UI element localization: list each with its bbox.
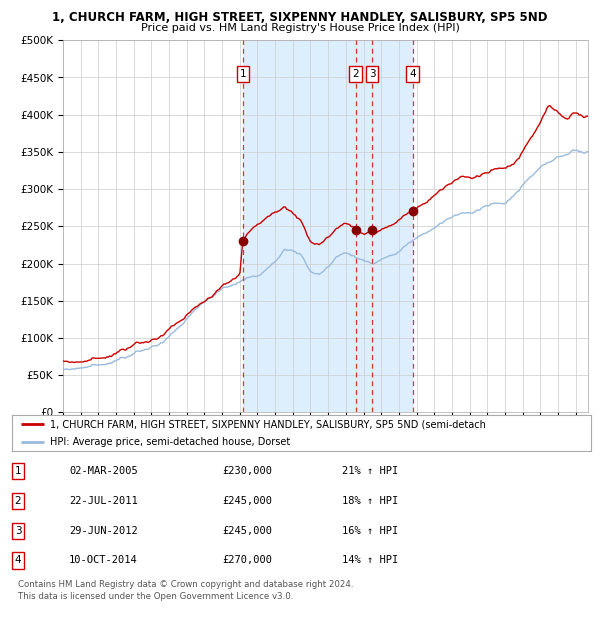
Text: £270,000: £270,000 <box>222 556 272 565</box>
Text: 10-OCT-2014: 10-OCT-2014 <box>69 556 138 565</box>
Text: £245,000: £245,000 <box>222 526 272 536</box>
Bar <box>243 40 413 412</box>
Text: Price paid vs. HM Land Registry's House Price Index (HPI): Price paid vs. HM Land Registry's House … <box>140 23 460 33</box>
Text: Contains HM Land Registry data © Crown copyright and database right 2024.: Contains HM Land Registry data © Crown c… <box>18 580 353 589</box>
Text: 29-JUN-2012: 29-JUN-2012 <box>69 526 138 536</box>
Text: 3: 3 <box>14 526 22 536</box>
Text: 1, CHURCH FARM, HIGH STREET, SIXPENNY HANDLEY, SALISBURY, SP5 5ND: 1, CHURCH FARM, HIGH STREET, SIXPENNY HA… <box>52 11 548 24</box>
Text: 21% ↑ HPI: 21% ↑ HPI <box>342 466 398 476</box>
Text: 2: 2 <box>352 69 359 79</box>
Text: 18% ↑ HPI: 18% ↑ HPI <box>342 496 398 506</box>
Text: 1: 1 <box>239 69 246 79</box>
Text: 16% ↑ HPI: 16% ↑ HPI <box>342 526 398 536</box>
Text: 14% ↑ HPI: 14% ↑ HPI <box>342 556 398 565</box>
Text: 2: 2 <box>14 496 22 506</box>
Text: 1, CHURCH FARM, HIGH STREET, SIXPENNY HANDLEY, SALISBURY, SP5 5ND (semi-detach: 1, CHURCH FARM, HIGH STREET, SIXPENNY HA… <box>50 419 485 430</box>
Text: 1: 1 <box>14 466 22 476</box>
Text: This data is licensed under the Open Government Licence v3.0.: This data is licensed under the Open Gov… <box>18 592 293 601</box>
Text: £245,000: £245,000 <box>222 496 272 506</box>
Text: 4: 4 <box>14 556 22 565</box>
Text: HPI: Average price, semi-detached house, Dorset: HPI: Average price, semi-detached house,… <box>50 437 290 448</box>
Text: £230,000: £230,000 <box>222 466 272 476</box>
Text: 4: 4 <box>409 69 416 79</box>
Text: 02-MAR-2005: 02-MAR-2005 <box>69 466 138 476</box>
Text: 22-JUL-2011: 22-JUL-2011 <box>69 496 138 506</box>
Text: 3: 3 <box>369 69 376 79</box>
